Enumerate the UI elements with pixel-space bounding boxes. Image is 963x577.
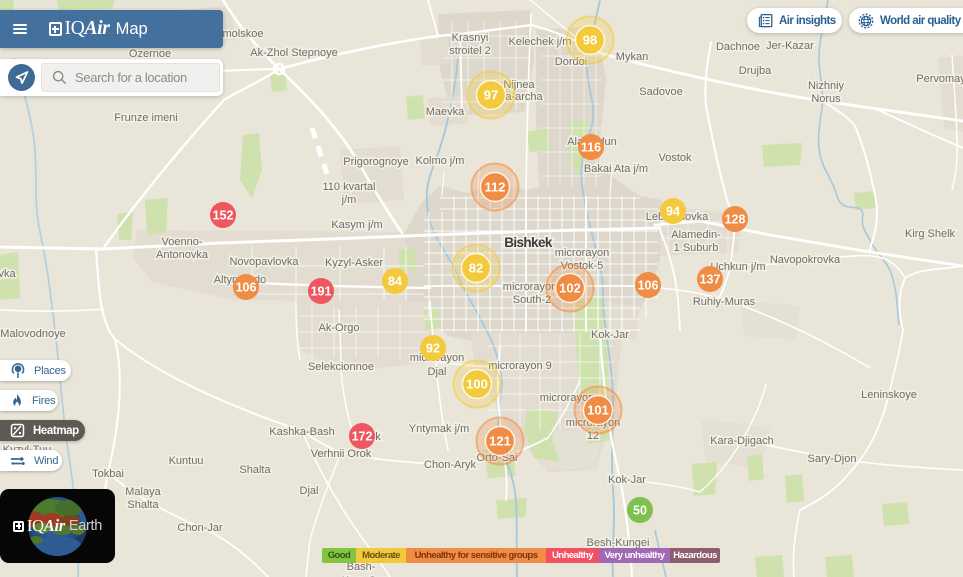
svg-text:Maevka: Maevka [426,106,465,118]
svg-text:Mykan: Mykan [616,51,648,63]
svg-text:82: 82 [469,261,483,276]
svg-text:stroitel 2: stroitel 2 [449,45,491,57]
svg-text:Navopokrovka: Navopokrovka [770,254,841,266]
svg-text:Bishkek: Bishkek [504,235,553,250]
svg-text:Kok-Jar: Kok-Jar [608,474,646,486]
svg-text:Novopavlovka: Novopavlovka [229,256,299,268]
svg-text:Dachnoe: Dachnoe [716,41,760,53]
svg-text:121: 121 [489,434,511,449]
svg-text:Ruhiy-Muras: Ruhiy-Muras [693,296,756,308]
svg-text:microrayon: microrayon [555,247,609,259]
svg-text:Shalta: Shalta [127,499,159,511]
svg-text:Bash-: Bash- [347,561,376,573]
svg-text:microrayon: microrayon [503,281,557,293]
svg-text:Sary-Djon: Sary-Djon [808,453,857,465]
svg-text:Antonovka: Antonovka [156,249,209,261]
svg-text:Kuntuu: Kuntuu [169,455,204,467]
svg-text:Jer-Kazar: Jer-Kazar [766,40,814,52]
svg-text:Dordoi: Dordoi [555,56,587,68]
svg-text:Alamedin-: Alamedin- [671,229,721,241]
svg-text:j/m: j/m [341,194,357,206]
svg-text:Frunze imeni: Frunze imeni [114,112,178,124]
svg-text:Norus: Norus [811,93,841,105]
svg-text:Djal: Djal [300,485,319,497]
svg-text:84: 84 [388,275,402,289]
svg-text:Kyzyl-Asker: Kyzyl-Asker [325,257,383,269]
svg-text:110 kvartal: 110 kvartal [323,181,376,193]
svg-text:Voenno-: Voenno- [162,236,203,248]
svg-text:Pervomay: Pervomay [916,73,963,85]
svg-text:Chon-Jar: Chon-Jar [177,522,223,534]
svg-text:Leninskoye: Leninskoye [861,389,917,401]
svg-text:112: 112 [485,180,506,195]
svg-text:Prigorognoye: Prigorognoye [343,156,408,168]
svg-text:Kashka-Bash: Kashka-Bash [269,426,334,438]
svg-text:Kelechek j/m: Kelechek j/m [509,36,572,48]
svg-text:128: 128 [725,213,746,227]
svg-text:Besh-Kungei: Besh-Kungei [587,537,650,549]
svg-text:Malovodnoye: Malovodnoye [0,328,65,340]
svg-text:97: 97 [484,88,498,103]
svg-text:101: 101 [587,403,609,418]
svg-text:116: 116 [581,141,601,155]
svg-text:microrayon 9: microrayon 9 [488,360,552,372]
svg-text:94: 94 [666,205,680,219]
svg-text:137: 137 [700,273,721,287]
svg-text:1 Suburb: 1 Suburb [674,242,719,254]
svg-text:106: 106 [236,281,257,295]
svg-text:Malaya: Malaya [125,486,161,498]
svg-text:Drujba: Drujba [739,65,772,77]
svg-text:Bakai Ata j/m: Bakai Ata j/m [584,163,648,175]
svg-text:Kasym j/m: Kasym j/m [331,219,382,231]
svg-text:Shalta: Shalta [239,464,271,476]
svg-text:102: 102 [559,281,581,296]
svg-text:Yntymak j/m: Yntymak j/m [409,423,470,435]
svg-text:Kolmo j/m: Kolmo j/m [416,155,465,167]
svg-text:k: k [375,431,381,443]
svg-text:Djal: Djal [428,366,447,378]
svg-text:191: 191 [311,285,332,299]
svg-text:152: 152 [213,209,234,223]
svg-text:Uchkun j/m: Uchkun j/m [710,261,765,273]
svg-text:molskoe: molskoe [223,28,264,40]
svg-text:Kok-Jar: Kok-Jar [591,329,629,341]
svg-text:Ak-Zhol Stepnoye: Ak-Zhol Stepnoye [250,47,337,59]
svg-text:Chon-Aryk: Chon-Aryk [424,459,476,471]
svg-text:Selekcionnoe: Selekcionnoe [308,361,374,373]
svg-text:92: 92 [426,342,440,356]
svg-text:Kara-Djigach: Kara-Djigach [710,435,774,447]
svg-text:vka: vka [0,268,16,280]
svg-text:Verhnii Orok: Verhnii Orok [311,448,372,460]
svg-text:Tokbai: Tokbai [92,468,124,480]
svg-text:Sadovoe: Sadovoe [639,86,682,98]
svg-text:Kirg Shelk: Kirg Shelk [905,228,956,240]
svg-text:Krasnyi: Krasnyi [452,32,489,44]
svg-text:100: 100 [466,377,488,392]
svg-text:Nizhniy: Nizhniy [808,80,845,92]
svg-text:Vostok-5: Vostok-5 [561,260,604,272]
svg-text:50: 50 [633,504,647,518]
svg-text:Kara-Suu: Kara-Suu [342,575,388,577]
svg-text:Vostok: Vostok [658,152,692,164]
svg-text:South-2: South-2 [513,294,552,306]
svg-text:Ak-Orgo: Ak-Orgo [319,322,360,334]
svg-text:106: 106 [638,279,659,293]
svg-text:172: 172 [352,430,373,444]
svg-text:98: 98 [583,33,597,48]
svg-text:Ozernoe: Ozernoe [129,48,171,60]
